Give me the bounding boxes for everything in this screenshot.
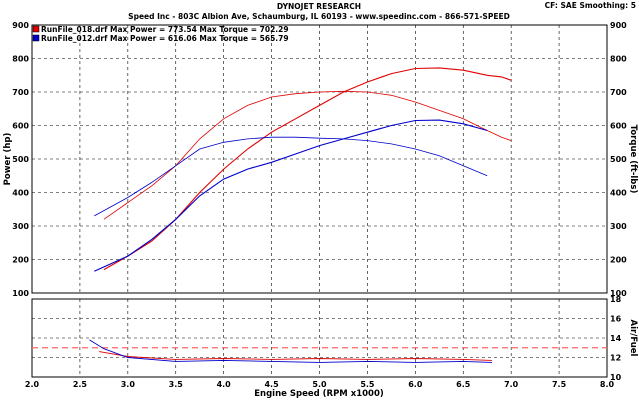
afr-plot-frame [31,298,608,378]
torque-axis-label: Torque (ft-lbs) [628,125,638,194]
power-axis-ticks: 100 200 300 400 500 600 700 800 900 [12,21,29,298]
x-tick-label: 7.5 [552,380,567,389]
afr-axis-ticks: 10 12 14 16 18 [610,295,622,382]
afr-tick-label: 14 [610,334,622,343]
torque-tick-label: 700 [610,88,627,97]
torque-tick-label: 900 [610,21,627,30]
legend-swatch-run-012 [32,34,40,42]
chart-address: Speed Inc - 803C Albion Ave, Schaumburg,… [128,12,510,21]
x-tick-label: 2.5 [73,380,88,389]
x-tick-label: 2.0 [25,380,40,389]
power-tick-label: 100 [12,289,29,298]
series-torque-runfile_018-drf [103,90,512,220]
x-tick-label: 4.5 [264,380,279,389]
afr-series-layer [32,339,607,363]
torque-tick-label: 100 [610,289,627,298]
series-power-runfile_018-drf [103,67,512,271]
torque-tick-label: 600 [610,122,627,131]
x-tick-label: 5.0 [312,380,327,389]
torque-axis-ticks: 100 200 300 400 500 600 700 800 900 [610,21,627,298]
main-plot-frame [31,24,608,294]
rpm-axis-ticks: 2.0 2.5 3.0 3.5 4.0 4.5 5.0 5.5 6.0 6.5 7.0 7.5 8.0 [25,380,615,389]
x-tick-label: 3.5 [169,380,184,389]
torque-tick-label: 800 [610,55,627,64]
afr-tick-label: 10 [610,373,622,382]
power-tick-label: 600 [12,122,29,131]
rpm-axis-label: Engine Speed (RPM x1000) [254,389,384,399]
x-tick-label: 4.0 [217,380,232,389]
x-tick-label: 3.0 [121,380,136,389]
x-tick-label: 7.0 [504,380,519,389]
power-tick-label: 700 [12,88,29,97]
afr-plot-grid [32,299,607,377]
power-tick-label: 800 [12,55,29,64]
afr-tick-label: 16 [610,315,622,324]
afr-axis-label: Air/Fuel [628,320,638,357]
torque-tick-label: 500 [610,155,627,164]
power-tick-label: 400 [12,189,29,198]
power-tick-label: 300 [12,222,29,231]
x-tick-label: 6.5 [456,380,471,389]
power-tick-label: 200 [12,256,29,265]
series-power-runfile_012-drf [94,119,488,272]
torque-tick-label: 300 [610,222,627,231]
legend-entry-run-012: RunFile_012.drf Max Power = 616.06 Max T… [41,34,289,43]
power-tick-label: 500 [12,155,29,164]
torque-tick-label: 400 [610,189,627,198]
legend-swatch-run-018 [32,25,40,33]
x-tick-label: 5.5 [360,380,375,389]
afr-tick-label: 18 [610,295,622,304]
power-axis-label: Power (hp) [3,133,13,186]
series-layer [94,67,512,272]
x-tick-label: 8.0 [600,380,615,389]
legend: RunFile_018.drf Max Power = 773.54 Max T… [32,25,289,43]
series-afr-runfile_012-drf [89,339,493,363]
main-plot-grid [32,25,607,293]
torque-tick-label: 200 [610,256,627,265]
series-afr-runfile_018-drf [99,351,493,361]
power-tick-label: 900 [12,21,29,30]
chart-title: DYNOJET RESEARCH [277,2,361,11]
chart-settings: CF: SAE Smoothing: 5 [545,1,636,10]
afr-tick-label: 12 [610,354,621,363]
series-torque-runfile_012-drf [94,136,488,217]
x-tick-label: 6.0 [408,380,423,389]
legend-entry-run-018: RunFile_018.drf Max Power = 773.54 Max T… [41,25,289,34]
